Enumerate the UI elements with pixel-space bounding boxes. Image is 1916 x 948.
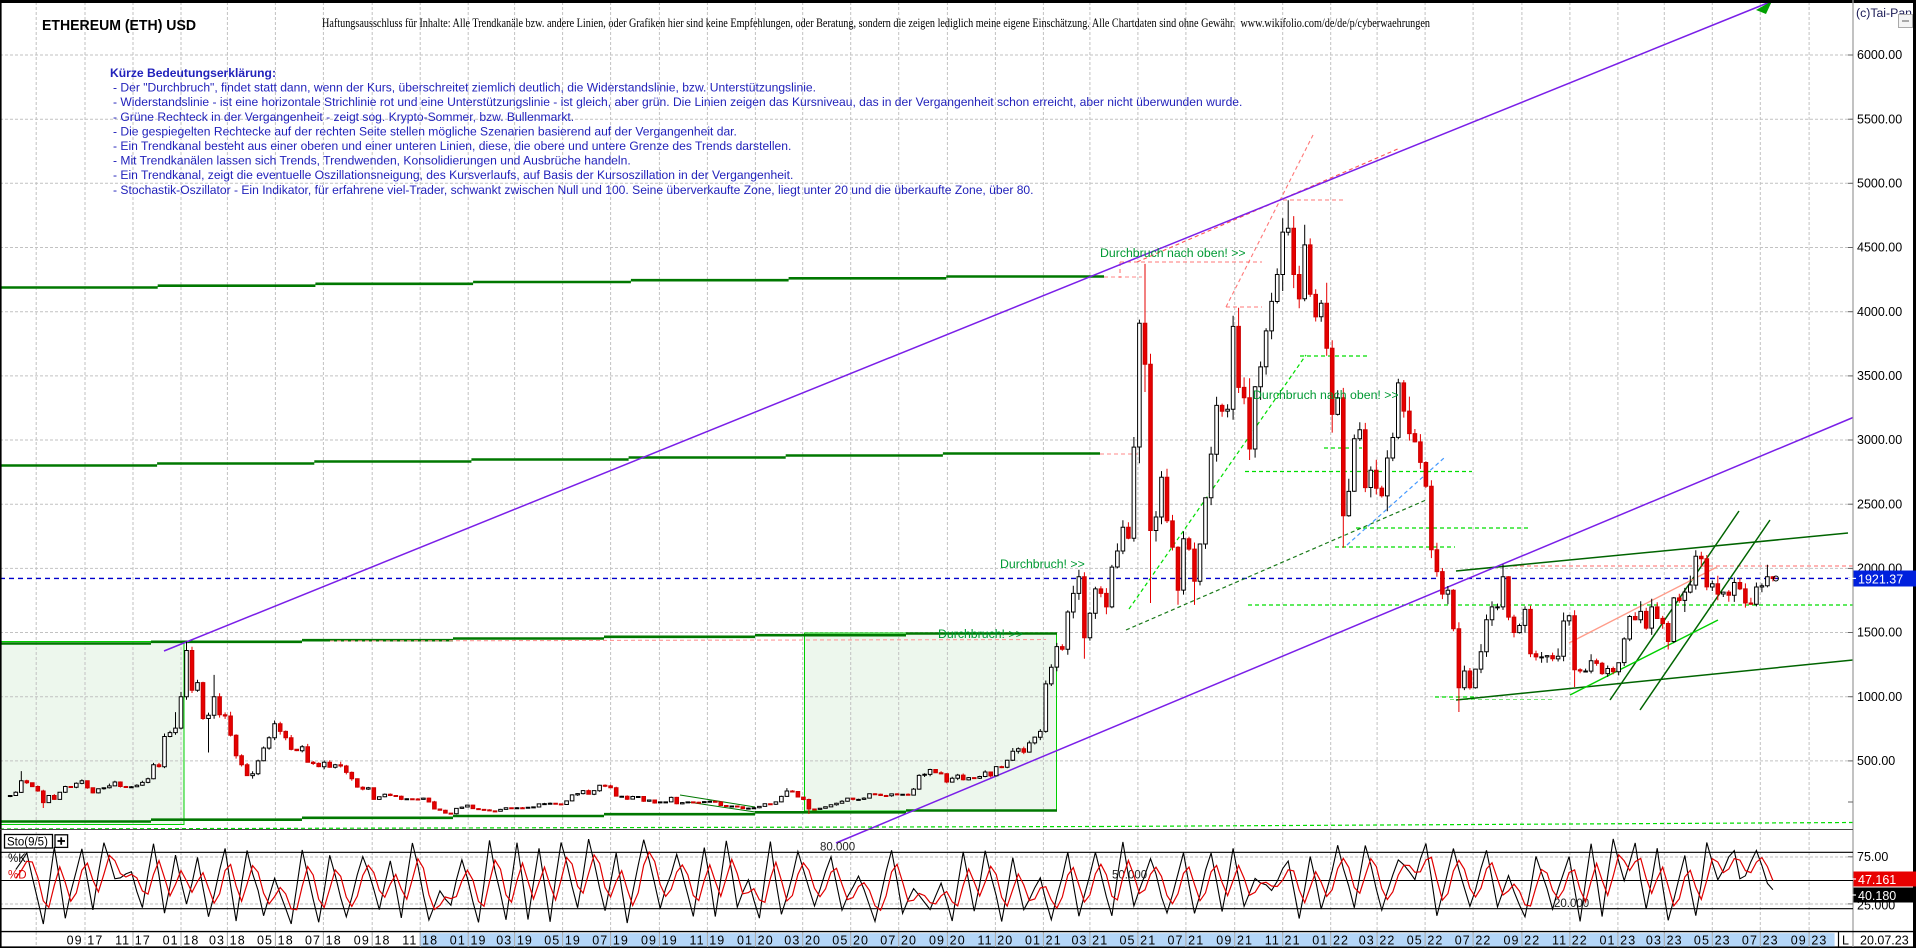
svg-text:01 22: 01 22 [1312,934,1349,948]
svg-text:%D: %D [8,870,27,882]
svg-text:20.000: 20.000 [1554,898,1589,910]
svg-text:07 20: 07 20 [880,934,917,948]
svg-text:03 20: 03 20 [784,934,821,948]
svg-text:07 21: 07 21 [1168,934,1205,948]
svg-text:- Die gespiegelten Rechtecke a: - Die gespiegelten Rechtecke auf der rec… [113,124,737,138]
svg-text:- Mit Trendkanälen lassen sich: - Mit Trendkanälen lassen sich Trends, T… [113,154,631,168]
svg-text:1000.00: 1000.00 [1857,690,1902,704]
svg-text:4000.00: 4000.00 [1857,305,1902,319]
svg-text:09 19: 09 19 [641,934,678,948]
svg-text:05 22: 05 22 [1407,934,1444,948]
svg-text:09 22: 09 22 [1504,934,1541,948]
svg-text:L: L [1842,933,1849,947]
svg-text:03 23: 03 23 [1646,934,1683,948]
svg-text:11 18: 11 18 [402,934,438,948]
svg-text:- Ein Trendkanal besteht aus e: - Ein Trendkanal besteht aus einer obere… [113,139,791,153]
svg-text:05 19: 05 19 [544,934,581,948]
svg-text:05 18: 05 18 [257,934,294,948]
svg-text:25.000: 25.000 [1857,899,1895,913]
svg-text:- Ein Trendkanal, zeigt die ev: - Ein Trendkanal, zeigt die eventuelle O… [113,168,793,182]
svg-text:03 18: 03 18 [209,934,246,948]
svg-text:03 22: 03 22 [1359,934,1396,948]
svg-text:1500.00: 1500.00 [1857,626,1902,640]
svg-text:2500.00: 2500.00 [1857,497,1902,511]
svg-text:Haftungsausschluss für Inhalte: Haftungsausschluss für Inhalte: Alle Tre… [322,16,1431,30]
svg-text:11 20: 11 20 [977,934,1013,948]
svg-text:07 23: 07 23 [1742,934,1779,948]
svg-text:ETHEREUM (ETH) USD: ETHEREUM (ETH) USD [42,17,196,34]
svg-text:03 21: 03 21 [1072,934,1109,948]
svg-text:09 23: 09 23 [1791,934,1828,948]
svg-text:75.00: 75.00 [1857,850,1888,864]
svg-text:3000.00: 3000.00 [1857,433,1902,447]
svg-text:Kürze Bedeutungserklärung:: Kürze Bedeutungserklärung: [110,66,276,80]
svg-text:6000.00: 6000.00 [1857,48,1902,62]
svg-text:09 20: 09 20 [929,934,966,948]
svg-text:09 21: 09 21 [1216,934,1253,948]
svg-text:11 22: 11 22 [1552,934,1588,948]
svg-text:- Grüne Rechteck in der Vergan: - Grüne Rechteck in der Vergangenheit - … [113,110,574,124]
svg-text:11 21: 11 21 [1265,934,1301,948]
svg-text:03 19: 03 19 [496,934,533,948]
svg-text:01 21: 01 21 [1025,934,1062,948]
svg-text:1921.37: 1921.37 [1858,572,1903,586]
svg-text:05 23: 05 23 [1694,934,1731,948]
svg-text:- Der "Durchbruch", findet sta: - Der "Durchbruch", findet statt dann, w… [113,81,816,95]
svg-text:Durchbruch! >>: Durchbruch! >> [1000,557,1085,571]
svg-text:Sto(9/5): Sto(9/5) [7,837,48,849]
svg-text:09 18: 09 18 [354,934,391,948]
svg-text:01 18: 01 18 [163,934,200,948]
svg-text:07 18: 07 18 [305,934,342,948]
svg-text:%K: %K [8,853,26,865]
svg-text:47.161: 47.161 [1858,873,1896,887]
svg-text:4500.00: 4500.00 [1857,241,1902,255]
svg-text:05 20: 05 20 [832,934,869,948]
svg-text:01 20: 01 20 [737,934,774,948]
svg-text:20.07.23: 20.07.23 [1860,933,1909,947]
svg-text:40.180: 40.180 [1858,889,1896,903]
svg-text:5500.00: 5500.00 [1857,112,1902,126]
svg-text:11 17: 11 17 [115,934,151,948]
svg-text:Durchbruch nach oben! >>: Durchbruch nach oben! >> [1253,388,1399,402]
svg-text:Durchbruch nach oben! >>: Durchbruch nach oben! >> [1100,246,1246,260]
svg-text:07 19: 07 19 [592,934,629,948]
svg-text:500.00: 500.00 [1857,754,1895,768]
svg-text:01 23: 01 23 [1600,934,1637,948]
svg-text:01 19: 01 19 [450,934,487,948]
svg-text:- Widerstandslinie - ist eine: - Widerstandslinie - ist eine horizontal… [113,95,1242,109]
svg-text:Durchbruch! >>: Durchbruch! >> [938,627,1023,641]
svg-text:80.000: 80.000 [820,842,855,854]
svg-text:09 17: 09 17 [67,934,104,948]
svg-text:3500.00: 3500.00 [1857,369,1902,383]
svg-text:5000.00: 5000.00 [1857,177,1902,191]
svg-text:50.000: 50.000 [1112,870,1147,882]
svg-text:05 21: 05 21 [1120,934,1157,948]
svg-text:- Stochastik-Oszillator - Ein: - Stochastik-Oszillator - Ein Indikator,… [113,183,1034,197]
svg-text:07 22: 07 22 [1455,934,1492,948]
svg-text:11 19: 11 19 [689,934,725,948]
